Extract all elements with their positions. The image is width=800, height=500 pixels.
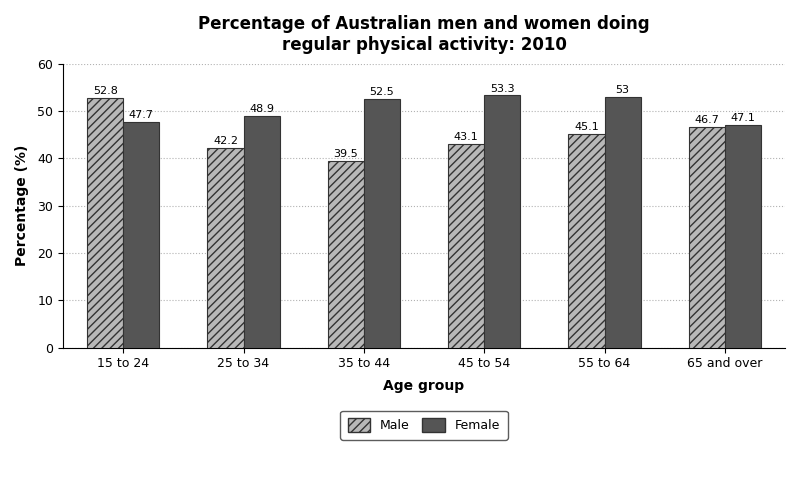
Bar: [569, 134, 605, 348]
Text: 45.1: 45.1: [574, 122, 599, 132]
Bar: [448, 144, 484, 348]
Bar: [328, 160, 364, 348]
Text: 53.3: 53.3: [490, 84, 514, 94]
Text: 53: 53: [615, 85, 630, 95]
X-axis label: Age group: Age group: [383, 379, 465, 393]
Text: 52.8: 52.8: [93, 86, 118, 96]
Bar: [123, 122, 159, 348]
Bar: [725, 125, 761, 348]
Bar: [207, 148, 243, 348]
Bar: [87, 98, 123, 348]
Text: 47.1: 47.1: [730, 113, 755, 123]
Text: 47.7: 47.7: [129, 110, 154, 120]
Title: Percentage of Australian men and women doing
regular physical activity: 2010: Percentage of Australian men and women d…: [198, 15, 650, 54]
Text: 52.5: 52.5: [370, 88, 394, 98]
Text: 39.5: 39.5: [334, 149, 358, 159]
Y-axis label: Percentage (%): Percentage (%): [15, 145, 29, 266]
Text: 46.7: 46.7: [694, 115, 719, 125]
Bar: [605, 97, 641, 348]
Text: 43.1: 43.1: [454, 132, 478, 142]
Legend: Male, Female: Male, Female: [340, 411, 508, 440]
Bar: [364, 99, 400, 348]
Text: 42.2: 42.2: [213, 136, 238, 146]
Text: 48.9: 48.9: [249, 104, 274, 115]
Bar: [243, 116, 280, 348]
Bar: [689, 126, 725, 348]
Bar: [484, 96, 520, 348]
